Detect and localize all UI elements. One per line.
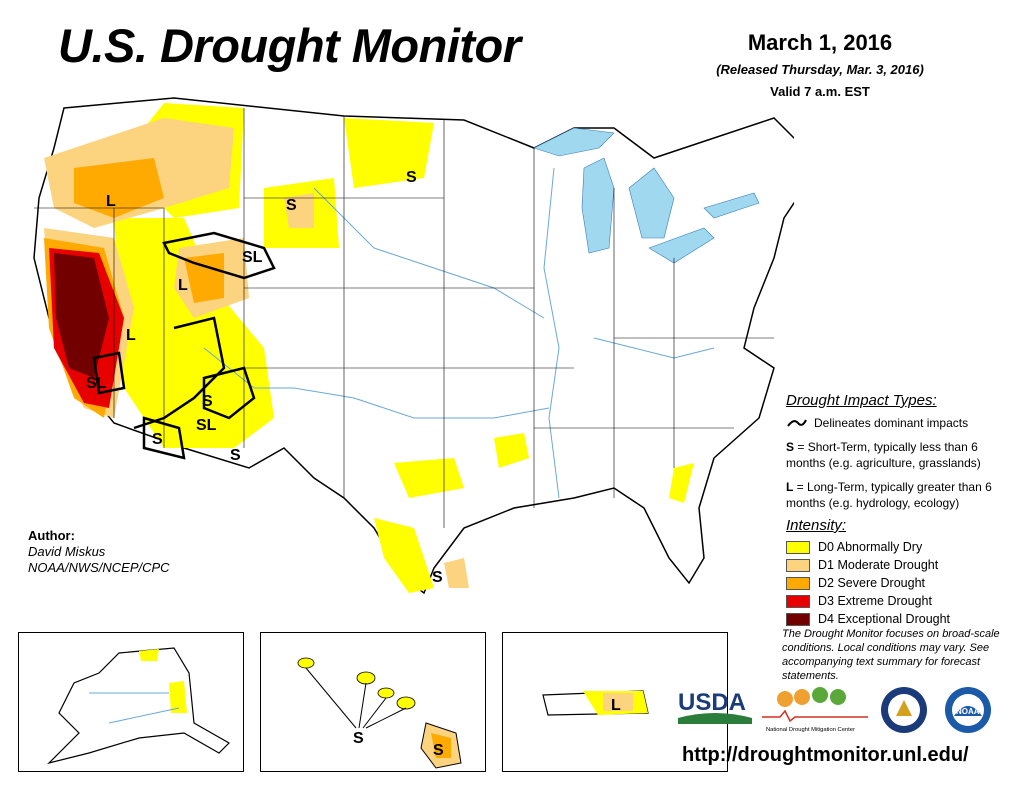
department-of-commerce-seal-icon[interactable] — [880, 686, 928, 734]
d4-areas — [54, 253, 109, 378]
author-org: NOAA/NWS/NCEP/CPC — [28, 560, 170, 575]
intensity-scale: D0 Abnormally Dry D1 Moderate Drought D2… — [786, 538, 1016, 628]
impact-labels: L S S SL L L SL S SL S S S — [86, 169, 443, 586]
swatch-d2 — [786, 576, 810, 590]
usda-logo-text: USDA — [678, 689, 746, 716]
long-term-desc: = Long-Term, typically greater than 6 mo… — [786, 480, 992, 510]
intensity-label: D1 Moderate Drought — [818, 558, 939, 572]
impact-label: L — [611, 697, 621, 714]
author-name: David Miskus — [28, 544, 106, 559]
delineation-line-icon — [787, 419, 807, 427]
delineation-label: Delineates dominant impacts — [814, 416, 969, 430]
impact-label: L — [178, 277, 188, 294]
noaa-logo[interactable]: NOAA — [944, 686, 992, 734]
ndmc-logo-text: National Drought Mitigation Center — [766, 727, 855, 733]
short-term-desc: = Short-Term, typically less than 6 mont… — [786, 440, 981, 470]
short-term-code: S — [786, 440, 795, 454]
impact-label: SL — [196, 417, 217, 434]
puerto-rico-map: L — [542, 690, 649, 716]
impact-types-heading: Drought Impact Types: — [786, 392, 937, 409]
intensity-row-d3: D3 Extreme Drought — [786, 592, 1016, 610]
delineation-key: Delineates dominant impacts — [786, 415, 1016, 431]
map-date: March 1, 2016 — [747, 30, 893, 55]
ndmc-logo[interactable]: National Drought Mitigation Center — [760, 685, 870, 735]
impact-label: S — [432, 569, 443, 586]
long-term-code: L — [786, 480, 794, 494]
swatch-d1 — [786, 558, 810, 572]
map-title: U.S. Drought Monitor — [58, 19, 521, 72]
impact-label: SL — [242, 249, 263, 266]
impact-label: S — [152, 431, 163, 448]
impact-label: S — [230, 447, 241, 464]
impact-label: S — [406, 169, 417, 186]
impact-label: S — [353, 730, 364, 747]
disclaimer-note: The Drought Monitor focuses on broad-sca… — [782, 628, 1000, 682]
impact-label: S — [286, 197, 297, 214]
puerto-rico-inset: L — [502, 632, 728, 772]
author-block: Author: David Miskus NOAA/NWS/NCEP/CPC — [28, 528, 170, 576]
intensity-label: D3 Extreme Drought — [818, 594, 932, 608]
noaa-logo-text: NOAA — [956, 707, 980, 716]
short-term-key: S = Short-Term, typically less than 6 mo… — [786, 439, 1011, 471]
swatch-d0 — [786, 540, 810, 554]
us-drought-map: L S S SL L L SL S SL S S S — [33, 97, 794, 595]
swatch-d3 — [786, 594, 810, 608]
website-url[interactable]: http://droughtmonitor.unl.edu/ — [682, 744, 969, 766]
hawaii-map: S S — [297, 657, 462, 769]
intensity-row-d4: D4 Exceptional Drought — [786, 610, 1016, 628]
hawaii-inset: S S — [260, 632, 486, 772]
impact-delineation-lines — [92, 231, 276, 460]
long-term-key: L = Long-Term, typically greater than 6 … — [786, 479, 1011, 511]
impact-label: S — [202, 393, 213, 410]
impact-label: SL — [86, 375, 107, 392]
release-date: (Released Thursday, Mar. 3, 2016) — [716, 62, 924, 77]
intensity-label: D0 Abnormally Dry — [818, 540, 923, 554]
author-label: Author: — [28, 528, 75, 543]
alaska-inset — [18, 632, 244, 772]
intensity-row-d2: D2 Severe Drought — [786, 574, 1016, 592]
usda-logo[interactable]: USDA — [678, 688, 752, 728]
great-lakes — [533, 127, 760, 264]
impact-label: L — [106, 193, 116, 210]
legend: Drought Impact Types: Delineates dominan… — [786, 392, 1016, 628]
impact-label: S — [433, 742, 444, 759]
intensity-heading: Intensity: — [786, 517, 847, 534]
state-boundaries — [34, 108, 774, 528]
swatch-d4 — [786, 612, 810, 626]
valid-time: Valid 7 a.m. EST — [770, 84, 870, 99]
intensity-row-d0: D0 Abnormally Dry — [786, 538, 1016, 556]
intensity-row-d1: D1 Moderate Drought — [786, 556, 1016, 574]
alaska-map — [47, 647, 230, 765]
intensity-label: D2 Severe Drought — [818, 576, 926, 590]
intensity-label: D4 Exceptional Drought — [818, 612, 951, 626]
rivers — [203, 167, 715, 499]
impact-label: L — [126, 327, 136, 344]
